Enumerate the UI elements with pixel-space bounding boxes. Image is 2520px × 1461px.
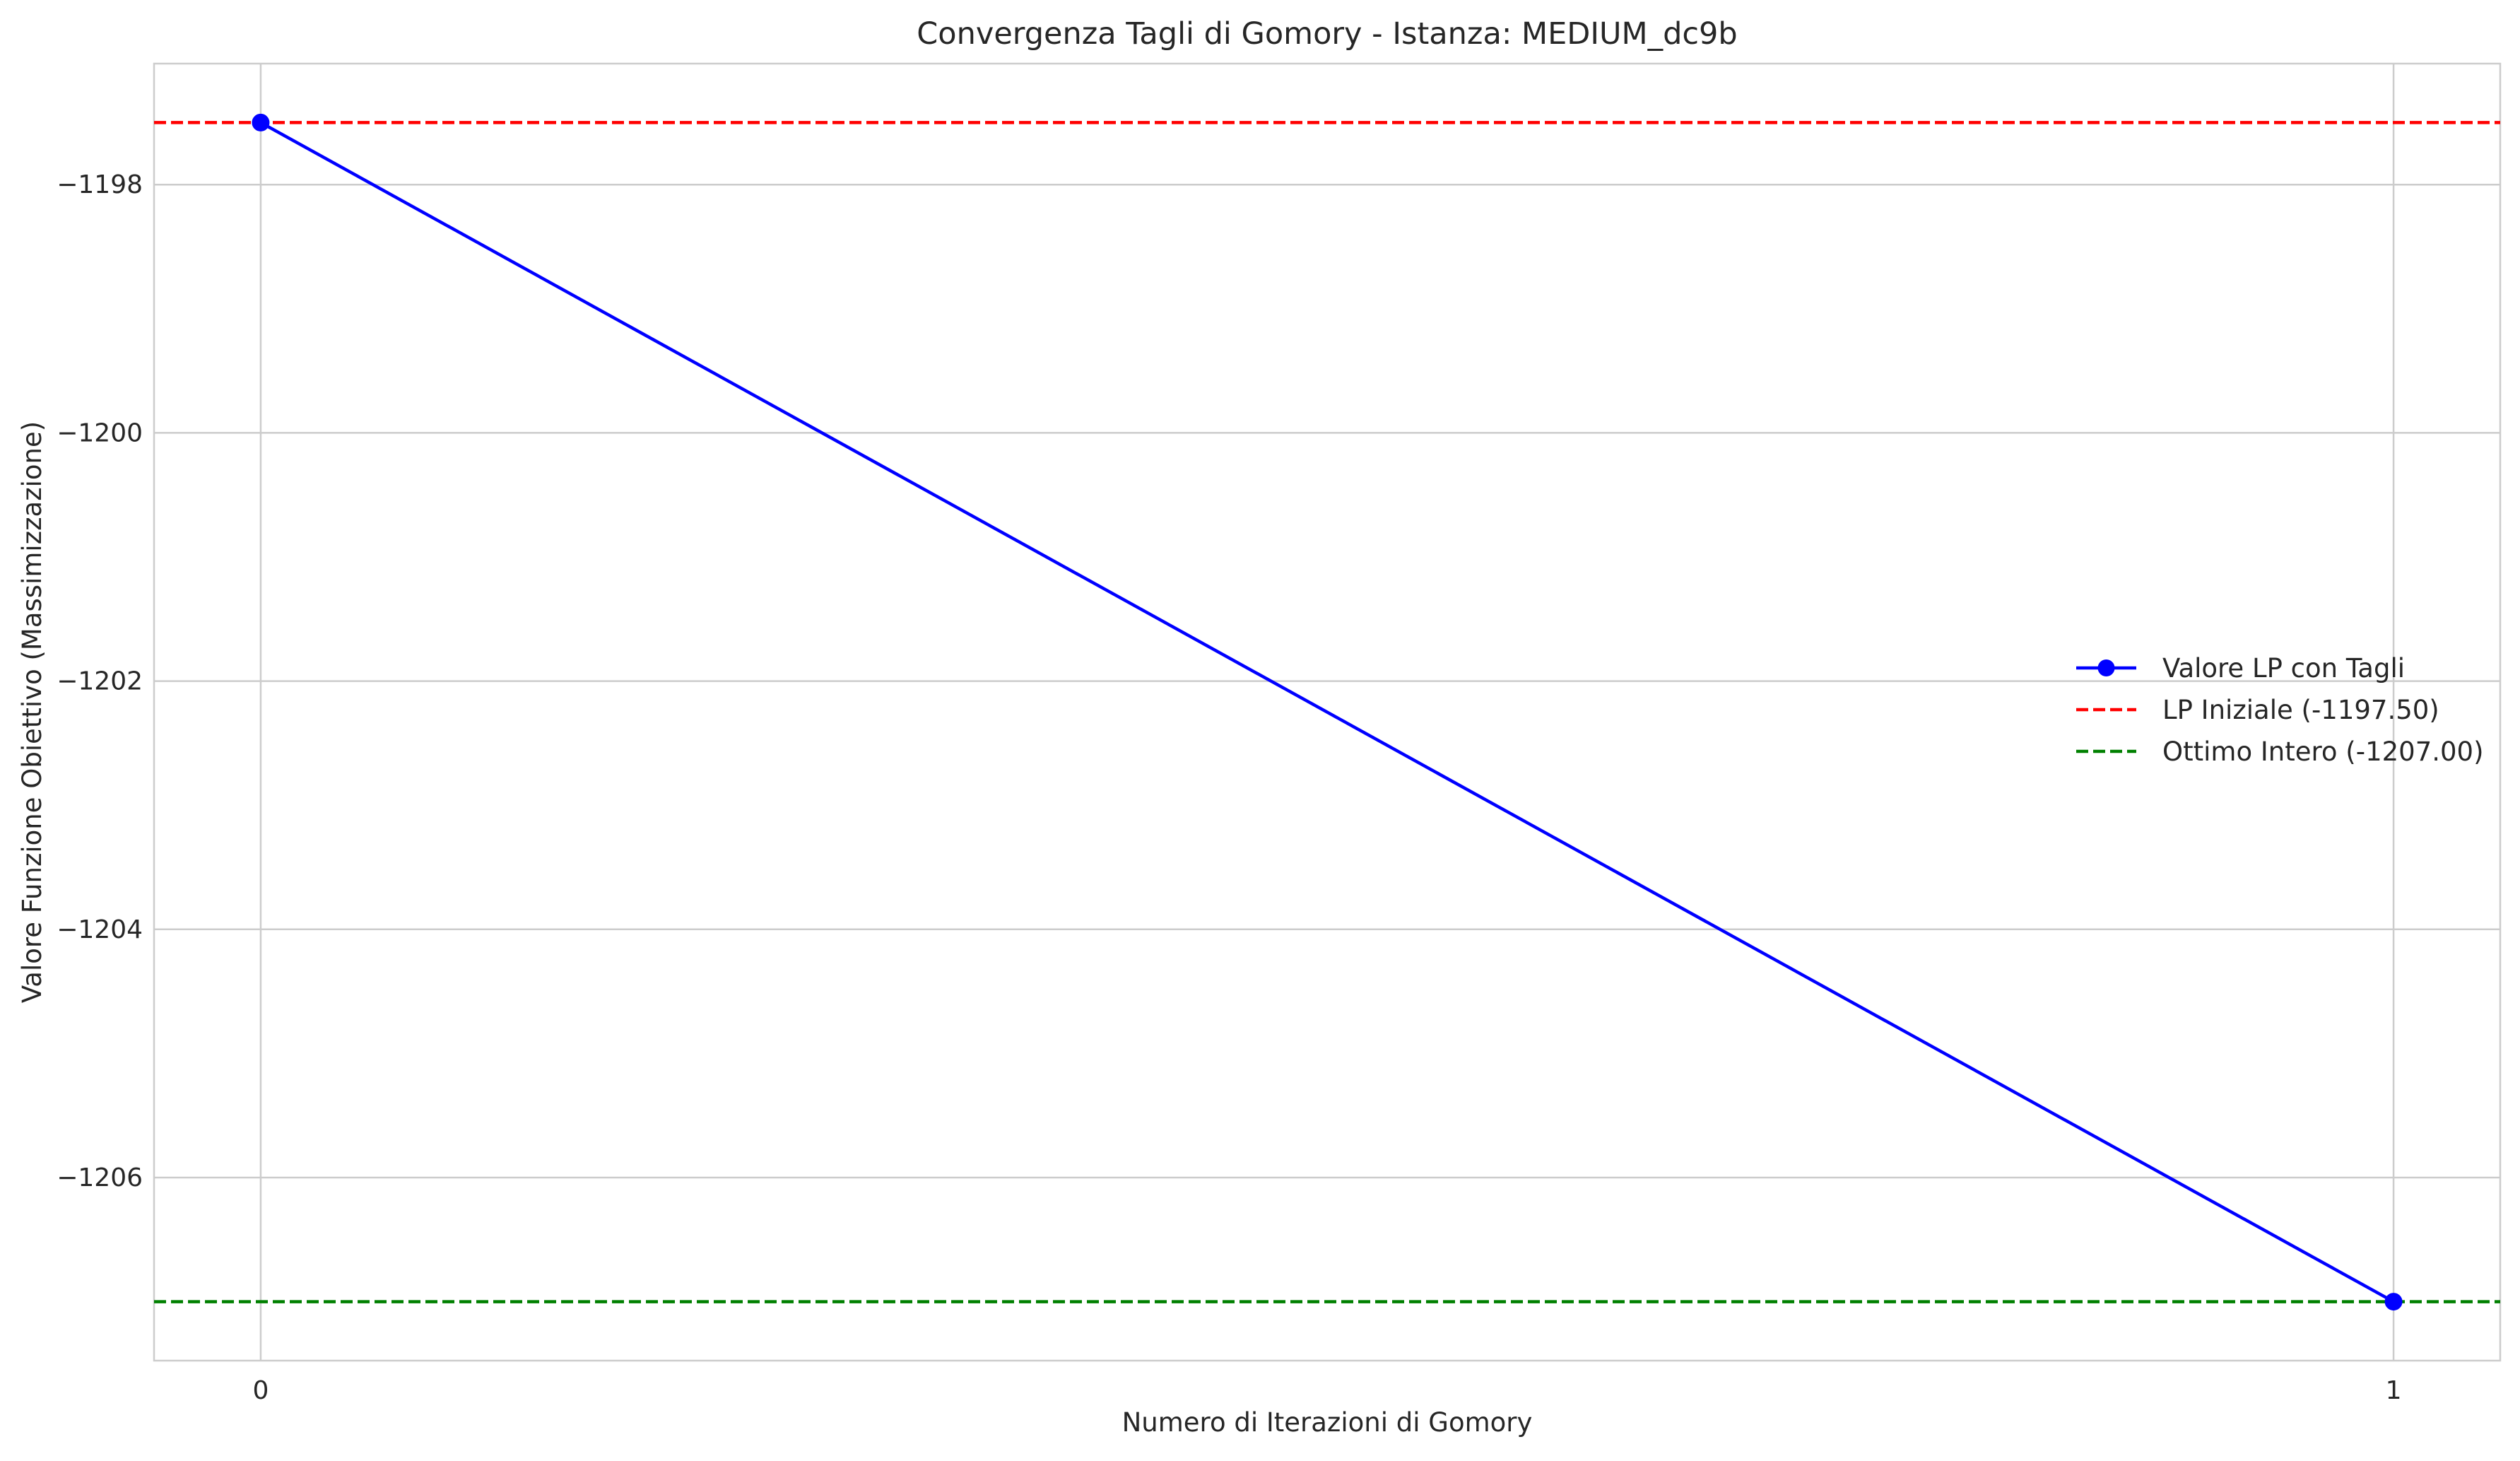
legend-label-series: Valore LP con Tagli xyxy=(2162,653,2405,683)
y-axis-label: Valore Funzione Obiettivo (Massimizzazio… xyxy=(17,421,47,1003)
y-tick-label: −1202 xyxy=(57,667,143,696)
legend-item-lp-iniziale: LP Iniziale (-1197.50) xyxy=(2076,695,2439,725)
y-tick-label: −1198 xyxy=(57,170,143,199)
data-point xyxy=(2384,1293,2403,1311)
legend-label-lp-iniziale: LP Iniziale (-1197.50) xyxy=(2162,695,2439,725)
grid xyxy=(154,64,2500,1361)
legend-item-series: Valore LP con Tagli xyxy=(2076,653,2405,683)
tick-labels: −1198 −1200 −1202 −1204 −1206 0 1 xyxy=(57,170,2401,1405)
legend-swatch-series-marker xyxy=(2097,659,2115,676)
series-layer xyxy=(252,113,2403,1311)
y-tick-label: −1206 xyxy=(57,1163,143,1192)
reference-lines xyxy=(154,121,2500,1303)
legend-item-ottimo-intero: Ottimo Intero (-1207.00) xyxy=(2076,737,2484,767)
legend-label-ottimo-intero: Ottimo Intero (-1207.00) xyxy=(2162,737,2484,767)
plot-area-frame xyxy=(153,62,2502,1362)
y-tick-label: −1204 xyxy=(57,915,143,944)
x-tick-label: 0 xyxy=(252,1376,269,1405)
series-line xyxy=(259,121,2395,1303)
data-point xyxy=(252,113,270,131)
y-tick-label: −1200 xyxy=(57,418,143,447)
x-axis-label: Numero di Iterazioni di Gomory xyxy=(1122,1407,1533,1438)
x-tick-label: 1 xyxy=(2386,1376,2402,1405)
chart-title: Convergenza Tagli di Gomory - Istanza: M… xyxy=(917,16,1737,52)
legend: Valore LP con Tagli LP Iniziale (-1197.5… xyxy=(2076,653,2484,767)
